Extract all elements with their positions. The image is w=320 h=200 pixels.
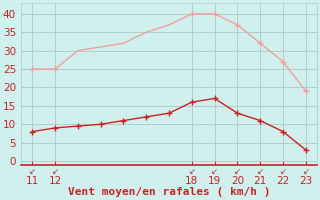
- Text: ↙: ↙: [302, 167, 309, 176]
- Text: ↙: ↙: [234, 167, 241, 176]
- Text: ↙: ↙: [188, 167, 195, 176]
- Text: ↙: ↙: [257, 167, 264, 176]
- Text: ↙: ↙: [280, 167, 286, 176]
- Text: ↙: ↙: [52, 167, 59, 176]
- X-axis label: Vent moyen/en rafales ( km/h ): Vent moyen/en rafales ( km/h ): [68, 187, 270, 197]
- Text: ↙: ↙: [211, 167, 218, 176]
- Text: ↙: ↙: [29, 167, 36, 176]
